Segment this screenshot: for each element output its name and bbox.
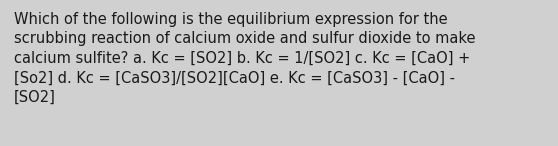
Text: scrubbing reaction of calcium oxide and sulfur dioxide to make: scrubbing reaction of calcium oxide and … <box>14 32 475 46</box>
Text: calcium sulfite? a. Kc = [SO2] b. Kc = 1/[SO2] c. Kc = [CaO] +: calcium sulfite? a. Kc = [SO2] b. Kc = 1… <box>14 51 470 66</box>
Text: [SO2]: [SO2] <box>14 90 56 105</box>
Text: Which of the following is the equilibrium expression for the: Which of the following is the equilibriu… <box>14 12 448 27</box>
Text: [So2] d. Kc = [CaSO3]/[SO2][CaO] e. Kc = [CaSO3] - [CaO] -: [So2] d. Kc = [CaSO3]/[SO2][CaO] e. Kc =… <box>14 71 455 86</box>
